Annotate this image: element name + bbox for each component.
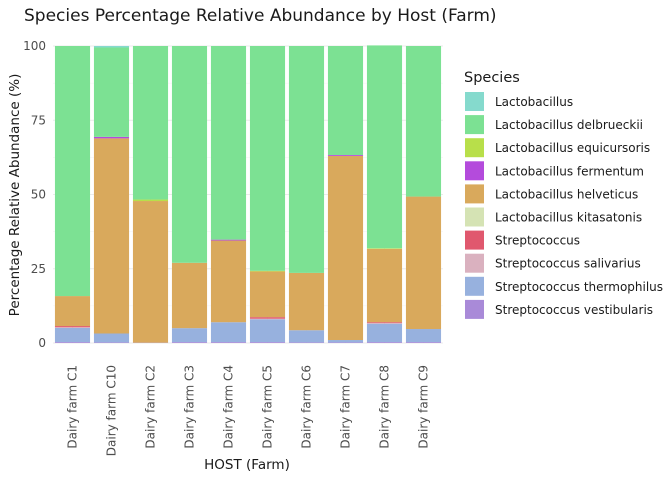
bar-segment <box>249 271 286 318</box>
bar-segment <box>171 262 208 329</box>
bar-segment <box>132 201 169 343</box>
x-tick-label: Dairy farm C1 <box>66 365 80 449</box>
y-axis-title: Percentage Relative Abundance (%) <box>7 74 23 317</box>
bar-segment <box>93 47 130 137</box>
bar-segment <box>54 327 91 343</box>
bar-segment <box>288 330 325 343</box>
x-tick-label: Dairy farm C3 <box>183 365 197 449</box>
bar-segment <box>54 327 91 328</box>
bar-segment <box>288 46 325 273</box>
y-tick-label: 0 <box>38 336 46 350</box>
bar-segment <box>327 340 364 343</box>
legend-label: Lactobacillus <box>495 95 573 109</box>
bar-segment <box>405 46 442 197</box>
bar-segment <box>249 46 286 271</box>
y-axis-ticks: 0 25 50 75 100 <box>23 39 46 350</box>
legend-swatch <box>465 138 484 158</box>
legend-label: Lactobacillus delbrueckii <box>495 118 643 132</box>
legend-swatch <box>465 115 484 135</box>
y-tick-label: 50 <box>31 188 46 202</box>
x-tick-label: Dairy farm C7 <box>339 365 353 449</box>
x-axis-title: HOST (Farm) <box>204 457 290 473</box>
bar-segment <box>366 322 403 324</box>
y-tick-label: 75 <box>31 113 46 127</box>
x-tick-label: Dairy farm C4 <box>222 365 236 449</box>
bar-segment <box>405 196 442 330</box>
legend-swatch <box>465 299 484 319</box>
bar-segment <box>366 248 403 323</box>
bar-segment <box>327 155 364 341</box>
bar-segment <box>93 136 130 139</box>
bar-segment <box>366 323 403 324</box>
x-tick-label: Dairy farm C5 <box>261 365 275 449</box>
bar-segment <box>249 342 286 343</box>
bar-segment <box>171 46 208 263</box>
legend-swatch <box>465 92 484 111</box>
legend-label: Streptococcus thermophilus <box>495 280 663 294</box>
bar-segment <box>366 323 403 343</box>
bar-segment <box>210 239 247 241</box>
chart-title: Species Percentage Relative Abundance by… <box>24 6 497 26</box>
x-tick-label: Dairy farm C9 <box>417 365 431 449</box>
bar-segment <box>132 199 169 202</box>
legend-label: Lactobacillus fermentum <box>495 164 644 178</box>
bar-segment <box>93 342 130 343</box>
bar-segment <box>366 45 403 249</box>
legend-swatch <box>465 184 484 204</box>
bar-segment <box>54 342 91 343</box>
x-axis-ticks: Dairy farm C1 Dairy farm C10 Dairy farm C2… <box>66 365 431 456</box>
bar-segment <box>327 46 364 155</box>
bar-segment <box>249 317 286 319</box>
legend: Species Lactobacillus Lactobacillus delbr… <box>464 70 663 319</box>
legend-label: Lactobacillus equicursoris <box>495 141 650 155</box>
legend-label: Streptococcus vestibularis <box>495 303 653 317</box>
bar-segment <box>54 296 91 327</box>
bar-segment <box>171 328 208 343</box>
bar-segment <box>327 342 364 343</box>
bars <box>54 45 442 343</box>
bar-segment <box>288 272 325 331</box>
y-tick-label: 25 <box>31 262 46 276</box>
x-tick-label: Dairy farm C8 <box>378 365 392 449</box>
bar-segment <box>366 342 403 343</box>
bar-segment <box>288 342 325 343</box>
bar-segment <box>327 155 364 156</box>
bar-segment <box>249 319 286 343</box>
legend-label: Streptococcus <box>495 234 580 248</box>
bar-segment <box>54 326 91 328</box>
bar-segment <box>405 329 442 343</box>
bar-segment <box>210 46 247 240</box>
legend-swatch <box>465 207 484 227</box>
bar-segment <box>210 322 247 343</box>
bar-segment <box>93 333 130 343</box>
legend-swatch <box>465 276 484 296</box>
legend-label: Streptococcus salivarius <box>495 257 641 271</box>
x-tick-label: Dairy farm C10 <box>105 365 119 456</box>
legend-swatch <box>465 161 484 181</box>
bar-segment <box>93 46 130 48</box>
bar-segment <box>210 240 247 323</box>
legend-swatch <box>465 230 484 250</box>
legend-swatch <box>465 253 484 273</box>
bar-segment <box>249 318 286 320</box>
bar-segment <box>93 138 130 334</box>
bar-segment <box>171 342 208 343</box>
x-tick-label: Dairy farm C6 <box>300 365 314 449</box>
legend-title: Species <box>464 70 520 86</box>
bar-segment <box>249 270 286 272</box>
bar-segment <box>210 342 247 343</box>
y-tick-label: 100 <box>23 39 46 53</box>
x-tick-label: Dairy farm C2 <box>144 365 158 449</box>
bar-segment <box>366 248 403 249</box>
bar-segment <box>132 46 169 200</box>
bar-segment <box>54 46 91 297</box>
legend-label: Lactobacillus kitasatonis <box>495 211 642 225</box>
legend-label: Lactobacillus helveticus <box>495 187 638 201</box>
bar-segment <box>405 342 442 343</box>
